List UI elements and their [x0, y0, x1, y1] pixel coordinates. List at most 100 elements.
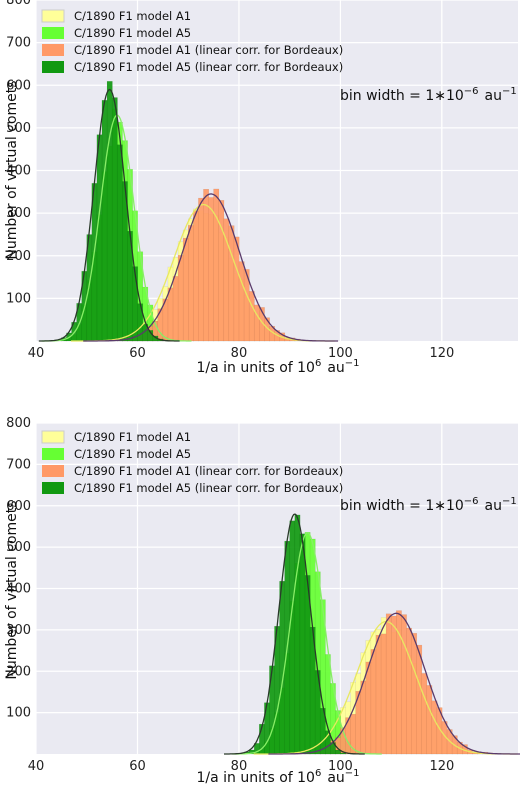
x-tick-label: 60: [129, 759, 146, 774]
histogram-bar: [431, 700, 438, 755]
y-tick-label: 300: [6, 623, 31, 638]
histogram-bar: [188, 225, 194, 342]
x-axis-label-bottom: 1/a in units of 106 au−1: [196, 768, 359, 786]
fit-curve: [38, 88, 180, 342]
histogram-bar: [401, 614, 407, 755]
legend-label: C/1890 F1 model A1 (linear corr. for Bor…: [74, 43, 343, 57]
fit-curve: [83, 193, 339, 342]
histogram-bar: [325, 730, 331, 755]
x-tick-label: 100: [328, 759, 353, 774]
y-tick-label: 800: [6, 0, 31, 8]
histogram-bars-top: [56, 81, 326, 342]
y-axis-label-top: Number of virtual comets: [4, 80, 20, 259]
legend-swatch: [42, 482, 64, 494]
histogram-bar: [203, 188, 210, 342]
histogram-bar: [238, 261, 245, 342]
histogram-bar: [289, 520, 296, 755]
histogram-bar: [360, 680, 367, 755]
x-tick-labels-top: 40 60 80 100 120: [28, 346, 455, 361]
legend-swatch: [41, 430, 65, 444]
legend-label: C/1890 F1 model A1: [74, 9, 191, 23]
histogram-bar: [294, 514, 301, 755]
fit-curve: [232, 532, 382, 755]
histogram-bar: [370, 649, 377, 755]
legend-swatch: [41, 9, 65, 23]
histogram-bar: [172, 276, 179, 342]
x-tick-label: 60: [129, 346, 146, 361]
chart-top: 100 200 300 400 500 600 700 800 40 60 80 100 120 Nu…: [4, 0, 518, 376]
legend-swatch: [42, 44, 64, 56]
histogram-bar: [365, 661, 372, 755]
y-axis-label-bottom: Number of virtual comets: [4, 500, 20, 679]
histogram-bar: [193, 210, 199, 342]
y-tick-label: 500: [6, 121, 31, 136]
y-tick-label: 600: [6, 499, 31, 514]
legend-label: C/1890 F1 model A5: [74, 447, 191, 461]
fit-curve: [71, 203, 335, 342]
y-tick-label: 300: [6, 206, 31, 221]
x-tick-label: 120: [429, 759, 454, 774]
fit-curves-top: [38, 88, 339, 342]
histogram-bar: [233, 236, 240, 342]
grid-bottom: [35, 422, 518, 754]
legend-swatch: [42, 61, 64, 73]
y-tick-label: 200: [6, 249, 31, 264]
fit-curves-bottom: [224, 513, 520, 755]
bin-width-annotation-bottom: bin width = 1∗10−6 au−1: [340, 496, 517, 514]
y-tick-label: 700: [6, 457, 31, 472]
histogram-bar: [421, 673, 428, 755]
histogram-bar: [426, 685, 433, 755]
histogram-bar: [385, 613, 392, 755]
histogram-bar: [111, 97, 118, 342]
y-tick-label: 400: [6, 582, 31, 597]
fit-curve: [268, 612, 520, 755]
legend-label: C/1890 F1 model A5 (linear corr. for Bor…: [74, 60, 343, 74]
histogram-bar: [416, 644, 423, 755]
histogram-bar: [208, 197, 215, 342]
histogram-bar: [248, 291, 255, 342]
y-tick-label: 800: [6, 416, 31, 431]
y-tick-label: 700: [6, 36, 31, 51]
x-tick-labels-bottom: 40 60 80 100 120: [28, 759, 455, 774]
histogram-bar: [406, 627, 412, 755]
histogram-bar: [390, 615, 397, 755]
y-tick-label: 500: [6, 540, 31, 555]
x-tick-label: 120: [429, 346, 454, 361]
histogram-bar: [177, 255, 184, 342]
histogram-bar: [116, 144, 123, 342]
legend-swatch: [42, 448, 64, 460]
histogram-bar: [213, 188, 220, 342]
y-tick-label: 100: [6, 291, 31, 306]
y-tick-label: 600: [6, 78, 31, 93]
histogram-bar: [218, 200, 225, 342]
histogram-bar: [380, 633, 387, 755]
chart-bottom: 100 200 300 400 500 600 700 800 40 60 80 100 120 Nu…: [4, 416, 520, 786]
bin-width-annotation-top: bin width = 1∗10−6 au−1: [340, 86, 517, 104]
legend-label: C/1890 F1 model A5 (linear corr. for Bor…: [74, 481, 343, 495]
x-tick-label: 80: [231, 346, 248, 361]
histogram-bar: [182, 237, 189, 342]
legend-swatch: [42, 27, 64, 39]
histogram-bar: [106, 81, 113, 342]
y-tick-labels-top: 100 200 300 400 500 600 700 800: [6, 0, 31, 306]
x-tick-label: 100: [328, 346, 353, 361]
fit-curve: [224, 513, 365, 755]
legend-label: C/1890 F1 model A1: [74, 430, 191, 444]
x-axis-label-top: 1/a in units of 106 au−1: [196, 358, 359, 376]
y-tick-labels-bottom: 100 200 300 400 500 600 700 800: [6, 416, 31, 721]
legend-label: C/1890 F1 model A5: [74, 26, 191, 40]
histogram-bar: [167, 287, 174, 342]
histogram-bar: [335, 749, 341, 755]
legend-top: C/1890 F1 model A1 C/1890 F1 model A5 C/…: [41, 9, 343, 74]
histogram-bar: [299, 533, 306, 755]
histogram-bar: [101, 100, 108, 342]
histogram-bar: [375, 634, 382, 755]
legend-swatch: [42, 465, 64, 477]
legend-bottom: C/1890 F1 model A1 C/1890 F1 model A5 C/…: [41, 430, 343, 495]
histogram-bar: [396, 610, 402, 755]
y-tick-label: 400: [6, 164, 31, 179]
histogram-bar: [96, 134, 103, 342]
legend-label: C/1890 F1 model A1 (linear corr. for Bor…: [74, 464, 343, 478]
x-tick-label: 80: [231, 759, 248, 774]
